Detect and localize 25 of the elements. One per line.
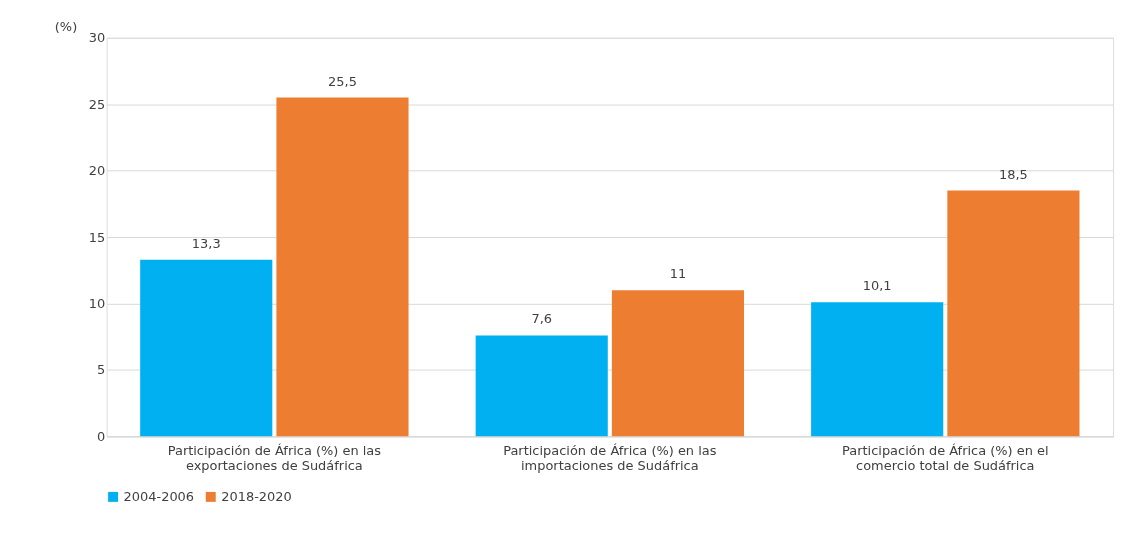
data-label: 13,3 [191, 235, 221, 251]
data-label: 10,1 [862, 278, 892, 294]
y-axis-title: (%) [54, 18, 78, 34]
x-tick-label: Participación de África (%) en el comercio total de Sudáfrica [842, 442, 1049, 473]
data-label: 11 [669, 266, 687, 282]
y-tick-label: 20 [88, 163, 106, 179]
bar [276, 97, 409, 437]
y-tick-label: 25 [88, 96, 106, 112]
y-tick-label: 10 [88, 295, 106, 311]
y-tick-label: 30 [88, 30, 106, 46]
legend-label: 2004-2006 [123, 488, 195, 504]
legend-label: 2018-2020 [221, 488, 292, 504]
data-label: 18,5 [999, 166, 1028, 182]
bar [947, 190, 1080, 437]
y-tick-label: 0 [96, 428, 106, 444]
bar [475, 335, 608, 437]
bar [611, 290, 745, 437]
bar [811, 302, 944, 437]
data-label: 7,6 [531, 311, 552, 327]
x-tick-label: Participación de África (%) en las exportaciones de Sudáfrica [167, 442, 382, 473]
y-tick-label: 5 [96, 362, 106, 378]
bar [140, 259, 273, 437]
x-tick-label: Participación de África (%) en las importaciones de Sudáfrica [503, 442, 717, 473]
data-label: 25,5 [328, 73, 357, 89]
y-tick-label: 15 [88, 229, 106, 245]
